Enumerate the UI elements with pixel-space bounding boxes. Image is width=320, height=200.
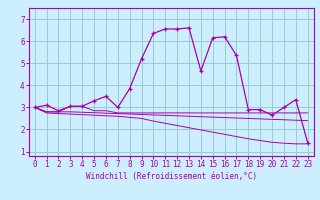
X-axis label: Windchill (Refroidissement éolien,°C): Windchill (Refroidissement éolien,°C) — [86, 172, 257, 181]
